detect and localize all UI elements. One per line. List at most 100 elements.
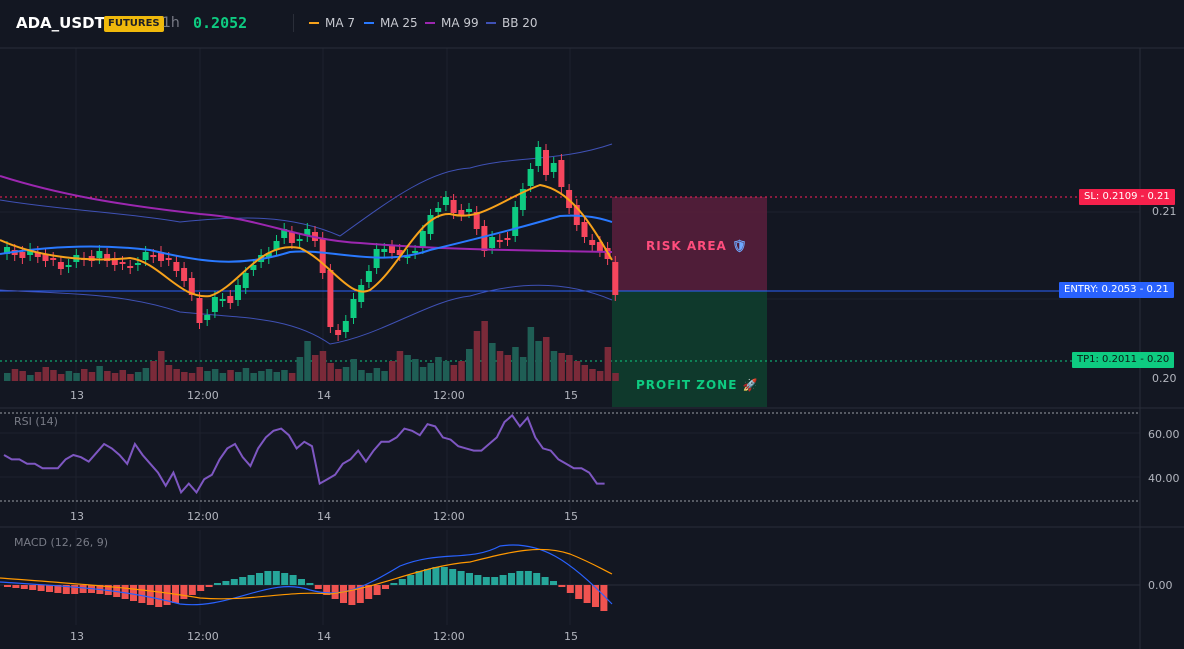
volume-bar (273, 372, 280, 381)
candle-body (419, 231, 426, 248)
entry-tag[interactable]: ENTRY: 0.2053 - 0.21 (1059, 282, 1174, 298)
candle-body (150, 255, 157, 257)
volume-bar (57, 374, 65, 381)
volume-bar (219, 373, 227, 381)
macd-histogram-bar (62, 585, 70, 594)
macd-pane-label[interactable]: MACD (12, 26, 9) (14, 536, 109, 549)
macd-histogram-bar (298, 579, 305, 585)
volume-bar (265, 369, 273, 381)
candle-body (211, 297, 218, 312)
candle-body (158, 252, 164, 261)
volume-bar (589, 369, 596, 381)
volume-bar (27, 375, 34, 381)
macd-histogram-bar (382, 585, 389, 589)
candle-body (242, 273, 249, 288)
volume-bar (196, 367, 203, 381)
volume-bar (111, 373, 119, 381)
rsi-pane-label[interactable]: RSI (14) (14, 415, 58, 428)
volume-bar (389, 361, 396, 381)
candle-body (273, 241, 280, 250)
candle-body (442, 197, 449, 205)
macd-histogram-bar (314, 585, 322, 589)
volume-bar (358, 370, 365, 381)
risk-area-box[interactable] (612, 197, 767, 291)
candlesticks (4, 141, 619, 341)
legend-bb20[interactable]: BB 20 (486, 16, 538, 30)
chart-header: ADA_USDT FUTURES 1h 0.2052 MA 7 MA 25 MA… (0, 0, 1184, 48)
entry-tag-text: ENTRY: 0.2053 (1064, 284, 1137, 295)
legend-ma25[interactable]: MA 25 (364, 16, 418, 30)
candle-body (512, 207, 519, 236)
rocket-icon: 🚀 (742, 378, 759, 392)
volume-bar (381, 371, 388, 381)
tp1-tag[interactable]: TP1: 0.2011 - 0.20 (1072, 352, 1175, 368)
macd-histogram-bar (550, 581, 557, 585)
candle-body (342, 321, 349, 332)
candle-body (550, 163, 557, 172)
macd-histogram-bar (222, 581, 230, 585)
volume-bar (150, 361, 157, 381)
candle-body (204, 315, 211, 320)
candle-body (173, 262, 180, 271)
macd-histogram-bar (79, 585, 87, 593)
candle-body (134, 263, 141, 265)
ma99-line (0, 175, 613, 253)
tp1-tag-text: TP1: 0.2011 (1077, 354, 1138, 365)
sl-tag-value: 0.21 (1147, 191, 1170, 202)
ma25-swatch (364, 22, 374, 24)
time-tick: 15 (564, 510, 578, 523)
candle-body (165, 258, 172, 260)
candle-body (396, 250, 403, 255)
candle-body (450, 200, 457, 213)
profit-zone-box[interactable] (612, 291, 767, 407)
legend-ma25-label: MA 25 (380, 16, 418, 30)
time-tick: 12:00 (187, 510, 219, 523)
candle-body (435, 208, 442, 212)
volume-bar (596, 371, 604, 381)
macd-histogram-bar (71, 585, 79, 594)
macd-histogram-bar (155, 585, 163, 607)
candle-body (65, 265, 72, 267)
volume-bar (65, 371, 73, 381)
sl-tag[interactable]: SL: 0.2109 - 0.21 (1079, 189, 1175, 205)
volume-bar (489, 343, 496, 381)
candle-body (288, 232, 295, 243)
ma7-swatch (309, 22, 319, 24)
candle-body (265, 253, 272, 258)
volume-bar (543, 337, 550, 381)
candle-body (57, 262, 64, 269)
volume-bar (581, 365, 588, 381)
entry-tag-value: 0.21 (1146, 284, 1169, 295)
volume-bar (527, 327, 535, 381)
candle-body (327, 270, 334, 327)
macd-histogram-bar (163, 585, 171, 605)
macd-histogram-bar (289, 575, 297, 585)
legend-ma7[interactable]: MA 7 (309, 16, 355, 30)
candle-body (543, 150, 549, 175)
macd-histogram-bar (592, 585, 599, 607)
volume-bar (535, 341, 542, 381)
legend-ma99[interactable]: MA 99 (425, 16, 479, 30)
candle-body (250, 265, 257, 270)
macd-histogram-bar (533, 573, 541, 585)
rsi-series (3, 413, 605, 495)
candle-body (111, 258, 118, 265)
candle-body (219, 299, 226, 301)
candle-body (458, 210, 465, 215)
symbol-label[interactable]: ADA_USDT (16, 14, 105, 32)
volume-bar (42, 367, 49, 381)
volume-bar (419, 367, 427, 381)
macd-histogram-bar (508, 573, 515, 585)
macd-histogram-bar (130, 585, 137, 601)
macd-histogram-bar (600, 585, 608, 611)
last-price: 0.2052 (193, 14, 248, 32)
rsi-tick-60: 60.00 (1148, 428, 1180, 441)
macd-histogram-bar (398, 579, 406, 585)
macd-histogram-bar (432, 567, 440, 585)
volume-bar (481, 321, 488, 381)
candle-body (519, 189, 526, 210)
interval-label[interactable]: 1h (162, 15, 180, 31)
time-tick: 12:00 (433, 630, 465, 643)
macd-histogram-bar (583, 585, 591, 603)
